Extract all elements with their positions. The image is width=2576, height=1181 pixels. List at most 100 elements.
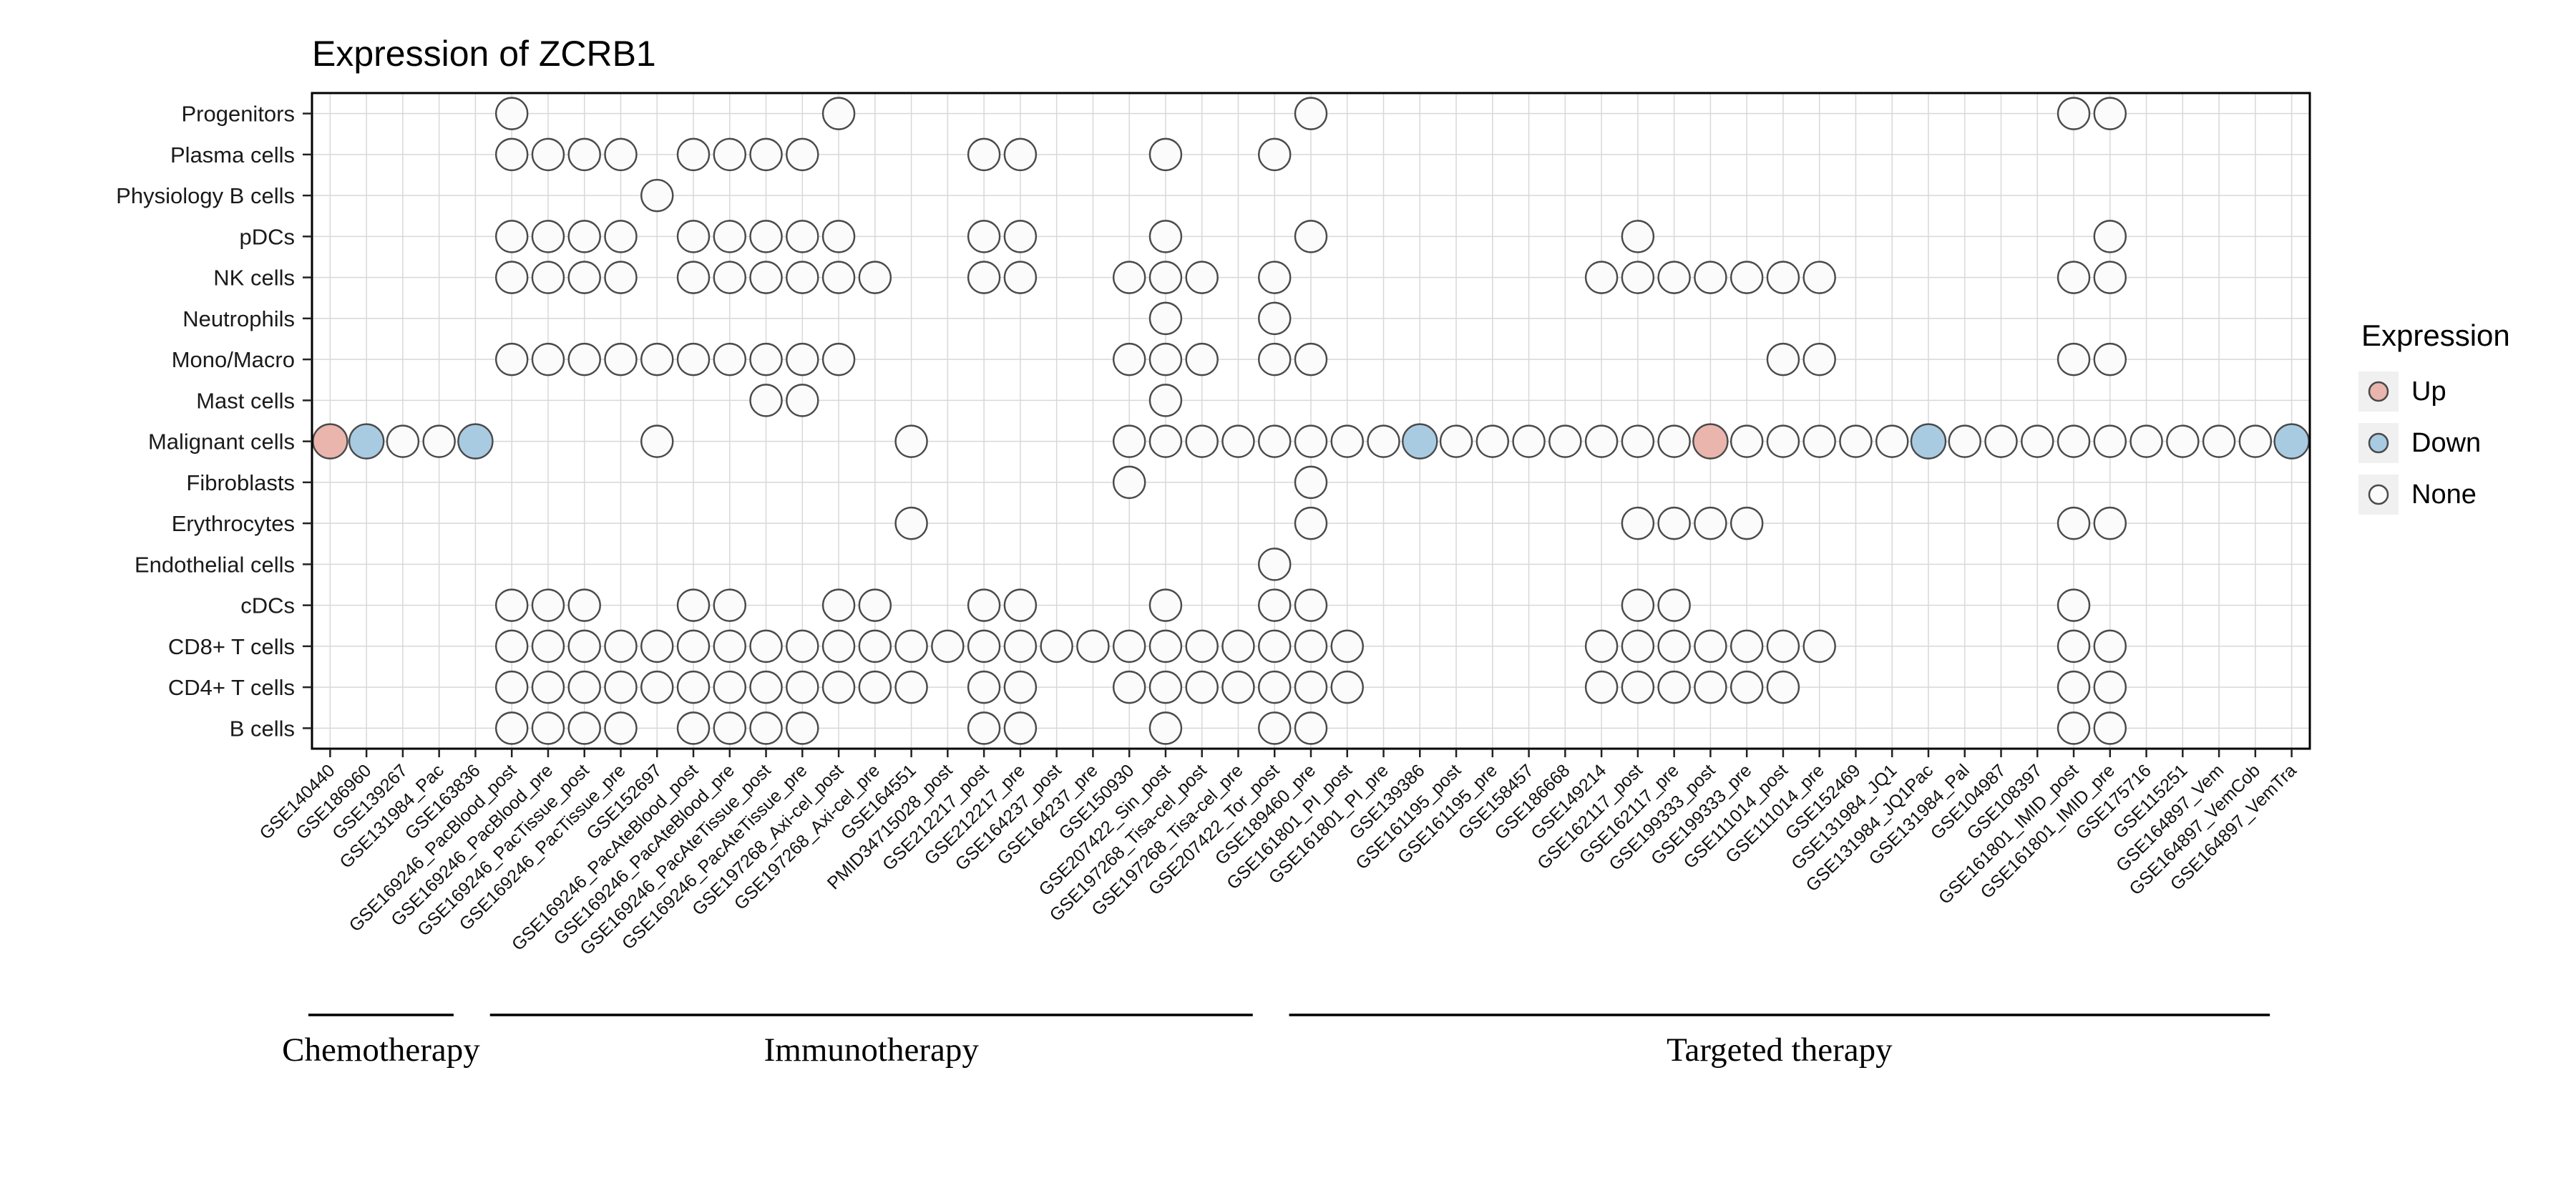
expression-dot: [676, 220, 711, 253]
expression-dot: [2021, 424, 2054, 458]
expression-dot: [967, 629, 1001, 664]
expression-dot: [749, 220, 783, 253]
expression-dot: [1003, 137, 1038, 172]
expression-dot: [821, 220, 856, 253]
expression-dot: [749, 629, 783, 664]
row-label: B cells: [230, 716, 295, 741]
expression-dot: [567, 137, 601, 172]
expression-dot: [2166, 424, 2200, 458]
expression-dot: [567, 711, 601, 745]
expression-dot: [1694, 261, 1727, 294]
expression-dot: [676, 670, 711, 704]
up-dot-circle: [2368, 381, 2389, 402]
expression-dot: [1910, 423, 1947, 460]
expression-dot: [1148, 424, 1183, 458]
expression-dot: [1003, 629, 1038, 664]
expression-dot: [1112, 629, 1146, 664]
expression-dot: [713, 711, 746, 745]
expression-dot: [1258, 137, 1292, 172]
expression-dot: [1729, 424, 1764, 458]
expression-dot: [1148, 588, 1183, 622]
row-label: NK cells: [213, 266, 295, 291]
expression-dot: [1258, 261, 1292, 294]
expression-dot: [604, 137, 638, 172]
legend-key-up: [2358, 371, 2399, 412]
legend-key-down: [2358, 423, 2399, 463]
row-label: cDCs: [240, 593, 295, 618]
expression-dot: [604, 711, 638, 745]
expression-dot: [858, 261, 892, 294]
expression-dot: [1148, 342, 1183, 376]
expression-dot: [495, 629, 529, 664]
expression-dot: [1185, 261, 1219, 294]
expression-dot: [1694, 506, 1727, 540]
expression-dot: [713, 629, 746, 664]
expression-dot: [894, 670, 928, 704]
expression-dot: [2057, 588, 2091, 622]
expression-dot: [1439, 424, 1473, 458]
expression-dot: [1294, 506, 1328, 540]
expression-dot: [713, 220, 746, 253]
expression-dot: [1148, 261, 1183, 294]
expression-dot: [1221, 629, 1255, 664]
expression-dot: [604, 629, 638, 664]
expression-dot: [676, 137, 711, 172]
expression-dot: [1294, 711, 1328, 745]
expression-dot: [786, 629, 819, 664]
expression-dot: [931, 629, 965, 664]
expression-dot: [2093, 506, 2127, 540]
expression-dot: [1766, 424, 1800, 458]
expression-dot: [1294, 629, 1328, 664]
expression-dot: [531, 261, 565, 294]
expression-dot: [749, 711, 783, 745]
expression-dot: [1258, 301, 1292, 336]
expression-dot: [1003, 261, 1038, 294]
expression-dot: [1112, 465, 1146, 500]
chart-title: Expression of ZCRB1: [312, 34, 656, 74]
expression-dot: [1694, 670, 1727, 704]
expression-dot: [786, 261, 819, 294]
expression-dot: [640, 178, 674, 213]
expression-dot: [2057, 342, 2091, 376]
expression-dot: [1258, 588, 1292, 622]
expression-dot: [1657, 670, 1691, 704]
expression-dot: [604, 342, 638, 376]
expression-dot: [1294, 588, 1328, 622]
expression-dot: [2238, 424, 2273, 458]
expression-dot: [1802, 629, 1836, 664]
row-label: Endothelial cells: [135, 552, 295, 577]
expression-dot: [1330, 670, 1364, 704]
expression-dot: [2093, 711, 2127, 745]
expression-dot: [495, 342, 529, 376]
expression-dot: [457, 423, 494, 460]
expression-dot: [2057, 97, 2091, 130]
expression-dot: [2057, 261, 2091, 294]
expression-dot: [1802, 424, 1836, 458]
expression-dot: [1657, 506, 1691, 540]
expression-dot: [531, 220, 565, 253]
legend-item-none: None: [2358, 475, 2510, 515]
expression-dot: [1984, 424, 2018, 458]
expression-dot: [348, 423, 385, 460]
expression-dot: [386, 424, 420, 458]
expression-dot: [1621, 220, 1655, 253]
expression-dot: [567, 670, 601, 704]
expression-dot: [894, 424, 928, 458]
expression-dot: [2093, 670, 2127, 704]
expression-dot: [1185, 670, 1219, 704]
expression-dot: [604, 261, 638, 294]
expression-dot: [2093, 424, 2127, 458]
expression-dot: [967, 711, 1001, 745]
expression-dot: [567, 588, 601, 622]
expression-dot: [640, 424, 674, 458]
expression-dot: [1802, 261, 1836, 294]
expression-dot: [1258, 342, 1292, 376]
expression-dot: [1621, 629, 1655, 664]
legend-key-none: [2358, 475, 2399, 515]
expression-dot: [1185, 629, 1219, 664]
expression-dot: [1330, 629, 1364, 664]
expression-dot: [1294, 465, 1328, 500]
expression-dot: [676, 342, 711, 376]
expression-dot: [531, 629, 565, 664]
expression-dot: [676, 588, 711, 622]
